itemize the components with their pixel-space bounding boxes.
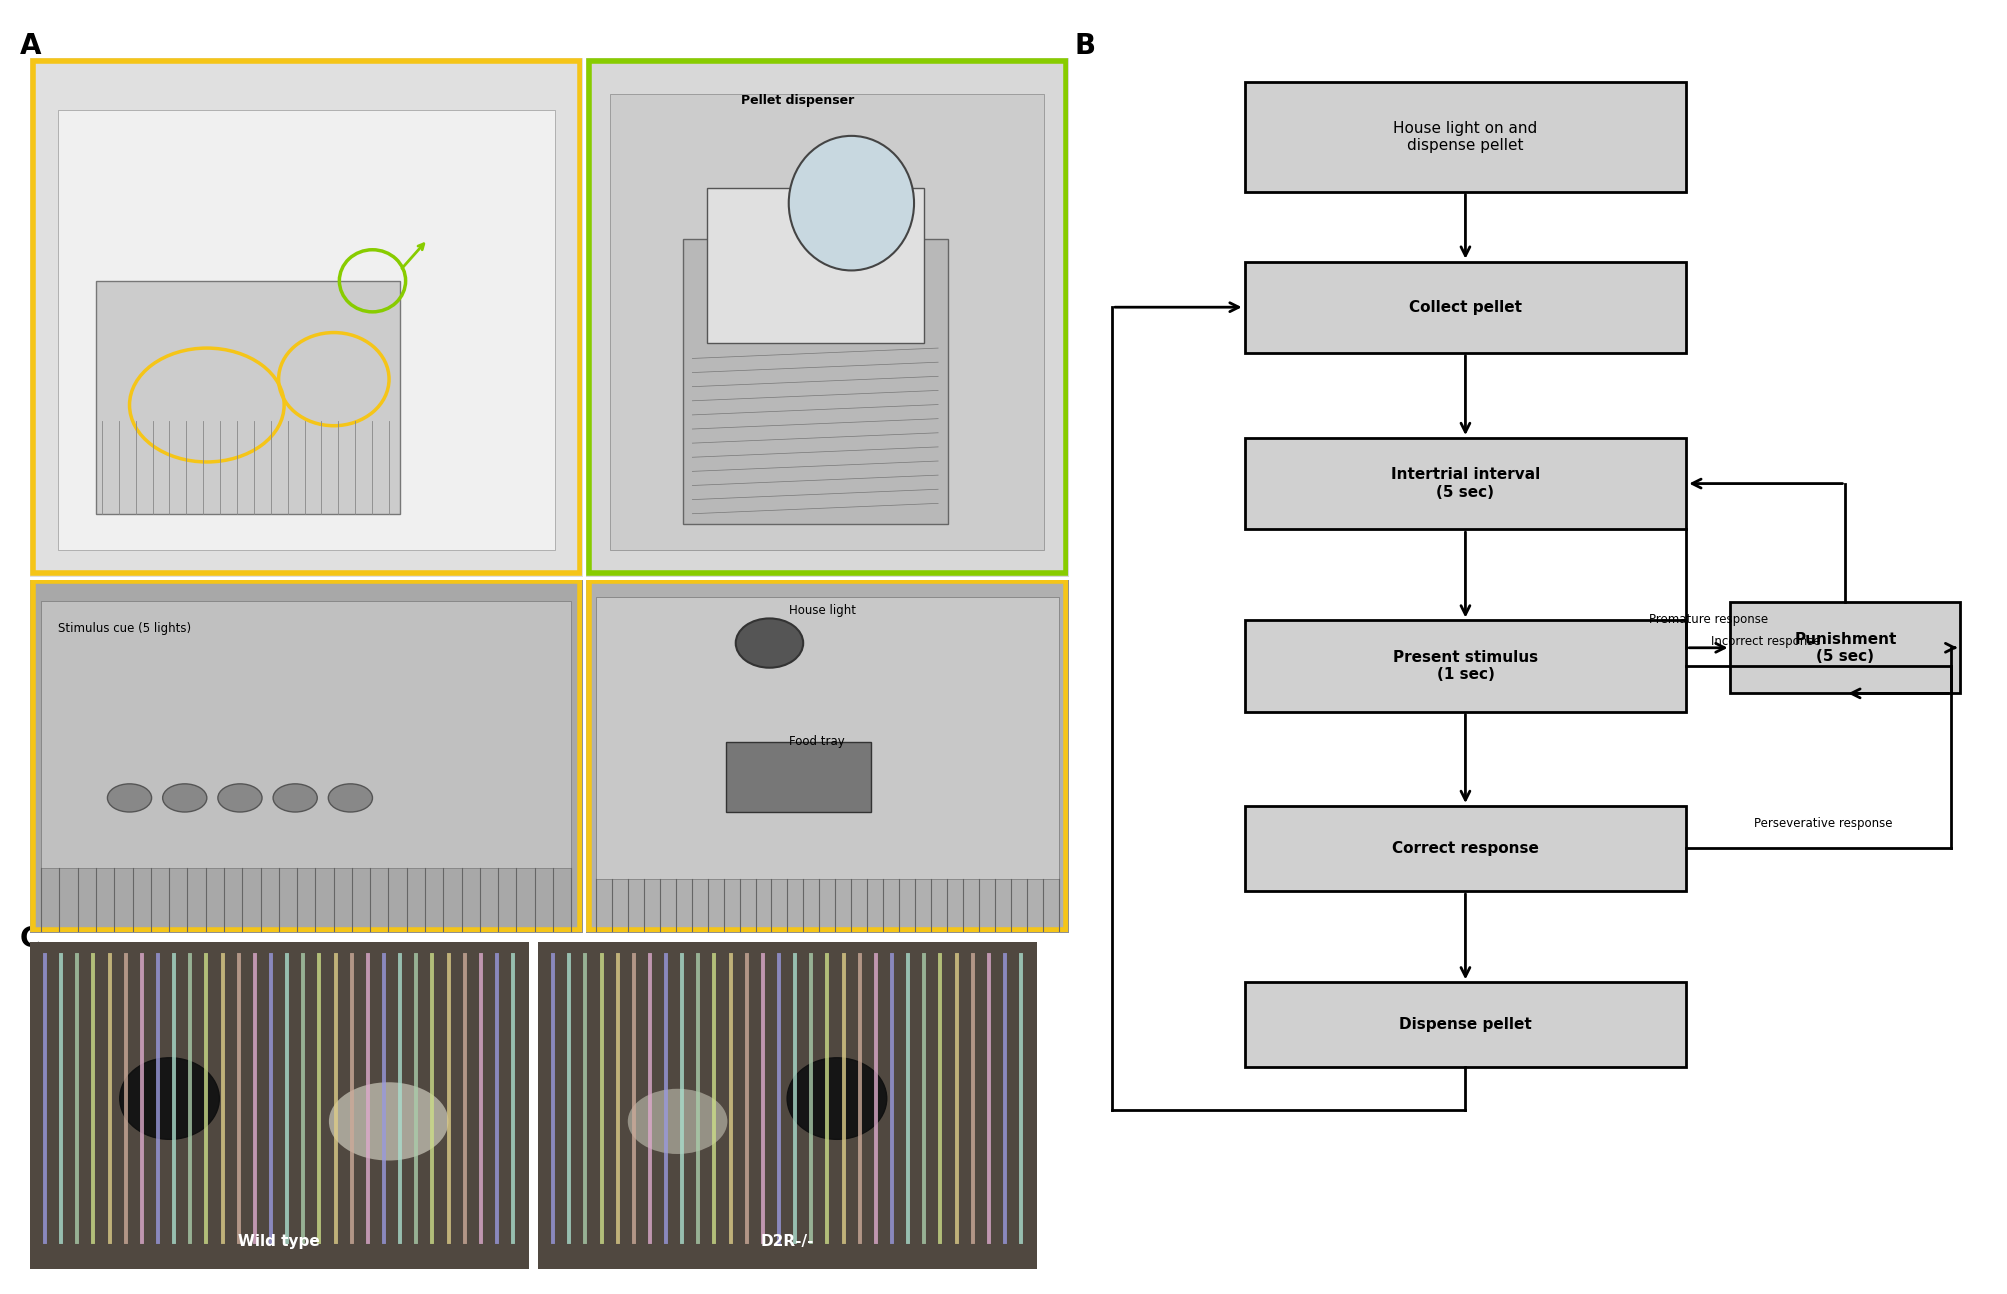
FancyBboxPatch shape <box>30 580 582 932</box>
Circle shape <box>628 1088 727 1154</box>
Text: B: B <box>1074 32 1096 61</box>
Circle shape <box>273 784 317 813</box>
FancyBboxPatch shape <box>40 600 572 868</box>
FancyBboxPatch shape <box>1730 602 1959 694</box>
Text: Incorrect response: Incorrect response <box>1710 635 1820 648</box>
Text: House light: House light <box>789 604 855 617</box>
Circle shape <box>329 1082 448 1161</box>
Text: Collect pellet: Collect pellet <box>1409 300 1521 314</box>
Text: Wild type: Wild type <box>239 1233 319 1249</box>
Text: Dispense pellet: Dispense pellet <box>1399 1017 1531 1033</box>
Circle shape <box>163 784 207 813</box>
Text: Premature response: Premature response <box>1648 613 1766 626</box>
Text: C: C <box>20 925 40 954</box>
Ellipse shape <box>120 1057 219 1139</box>
FancyBboxPatch shape <box>96 281 399 514</box>
FancyBboxPatch shape <box>1244 982 1686 1068</box>
FancyBboxPatch shape <box>58 110 554 550</box>
Circle shape <box>329 784 373 813</box>
Circle shape <box>789 136 913 270</box>
Text: Intertrial interval
(5 sec): Intertrial interval (5 sec) <box>1391 467 1539 499</box>
Text: Food tray: Food tray <box>789 735 845 748</box>
Text: Pellet dispenser: Pellet dispenser <box>741 94 853 107</box>
FancyBboxPatch shape <box>727 741 871 813</box>
Text: Perseverative response: Perseverative response <box>1754 818 1891 831</box>
Text: A: A <box>20 32 42 61</box>
Text: House light on and
dispense pellet: House light on and dispense pellet <box>1393 120 1537 153</box>
Ellipse shape <box>787 1057 887 1139</box>
Circle shape <box>108 784 153 813</box>
Text: D2R-/-: D2R-/- <box>761 1233 813 1249</box>
Text: Punishment
(5 sec): Punishment (5 sec) <box>1794 631 1895 664</box>
Text: Stimulus cue (5 lights): Stimulus cue (5 lights) <box>58 622 191 635</box>
Circle shape <box>735 619 803 668</box>
FancyBboxPatch shape <box>596 598 1058 879</box>
Circle shape <box>219 784 263 813</box>
FancyBboxPatch shape <box>706 188 923 343</box>
FancyBboxPatch shape <box>1244 83 1686 192</box>
FancyBboxPatch shape <box>1244 806 1686 892</box>
FancyBboxPatch shape <box>1244 437 1686 529</box>
Text: Correct response: Correct response <box>1391 841 1537 855</box>
Text: Present stimulus
(1 sec): Present stimulus (1 sec) <box>1393 650 1537 682</box>
FancyBboxPatch shape <box>1244 620 1686 712</box>
FancyBboxPatch shape <box>610 94 1044 550</box>
FancyBboxPatch shape <box>586 580 1068 932</box>
FancyBboxPatch shape <box>682 239 947 524</box>
FancyBboxPatch shape <box>1244 261 1686 353</box>
